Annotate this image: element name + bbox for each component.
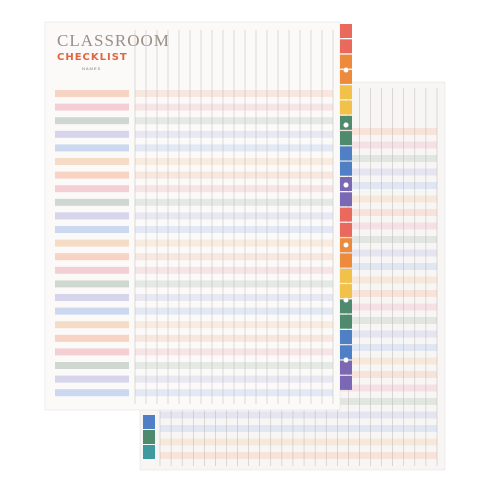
tab [340,268,352,283]
name-stripe [55,185,129,193]
name-stripe [55,117,129,125]
tab [340,299,352,314]
name-stripe [55,348,129,356]
tab [340,360,352,375]
name-stripe [55,144,129,152]
tab [340,222,352,237]
tab [340,85,352,100]
tab [143,445,155,459]
front-sheet: CLASSROOM CHECKLIST NAMES [44,21,352,411]
tab [340,192,352,207]
name-stripe [55,253,129,261]
name-stripe [55,334,129,342]
ring-hole [343,297,349,303]
name-stripe [55,103,129,111]
name-stripe [55,90,129,97]
tab [340,54,352,69]
tab [340,24,352,38]
name-stripe [55,375,129,383]
tab [340,100,352,115]
tab [340,253,352,268]
ring-hole [343,182,349,188]
tab [340,207,352,222]
tab [340,69,352,84]
tab [143,415,155,429]
tab [143,430,155,444]
name-stripe [55,294,129,301]
row-stripe [160,411,437,419]
name-stripe [55,130,129,138]
ring-hole [343,67,349,73]
name-stripe [55,266,129,274]
subtitle: CHECKLIST [57,52,128,63]
name-stripe [55,280,129,288]
tab [340,284,352,299]
name-stripe [55,362,129,369]
name-stripe [55,321,129,329]
ring-hole [343,357,349,363]
name-stripe [55,226,129,233]
row-stripe [160,425,437,432]
tab [340,146,352,161]
tab [340,161,352,176]
name-stripe [55,389,129,397]
name-stripe [55,171,129,179]
tab [340,39,352,54]
name-stripe [55,158,129,165]
name-stripe [55,239,129,247]
name-stripe [55,307,129,315]
ring-hole [343,122,349,128]
tab [340,131,352,146]
row-stripe [160,438,437,446]
tab [340,345,352,360]
tab [340,375,352,390]
name-stripe [55,212,129,220]
ring-hole [343,242,349,248]
names-label: NAMES [82,66,101,71]
name-stripe [55,198,129,206]
tab [340,314,352,329]
row-stripe [160,452,437,459]
tab [340,330,352,344]
title: CLASSROOM [57,31,170,50]
